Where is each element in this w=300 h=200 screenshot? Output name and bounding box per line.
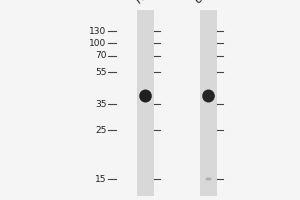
Ellipse shape	[202, 90, 215, 102]
Text: 15: 15	[95, 174, 106, 184]
Text: 100: 100	[89, 38, 106, 47]
Text: 70: 70	[95, 51, 106, 60]
Text: 25: 25	[95, 126, 106, 135]
Text: 35: 35	[95, 100, 106, 109]
Text: U-937: U-937	[192, 0, 223, 5]
Ellipse shape	[205, 177, 212, 181]
Bar	[200, 10, 217, 196]
Text: 130: 130	[89, 26, 106, 36]
Bar	[137, 10, 154, 196]
Ellipse shape	[139, 90, 152, 102]
Text: 55: 55	[95, 68, 106, 77]
Text: Hela: Hela	[134, 0, 159, 5]
